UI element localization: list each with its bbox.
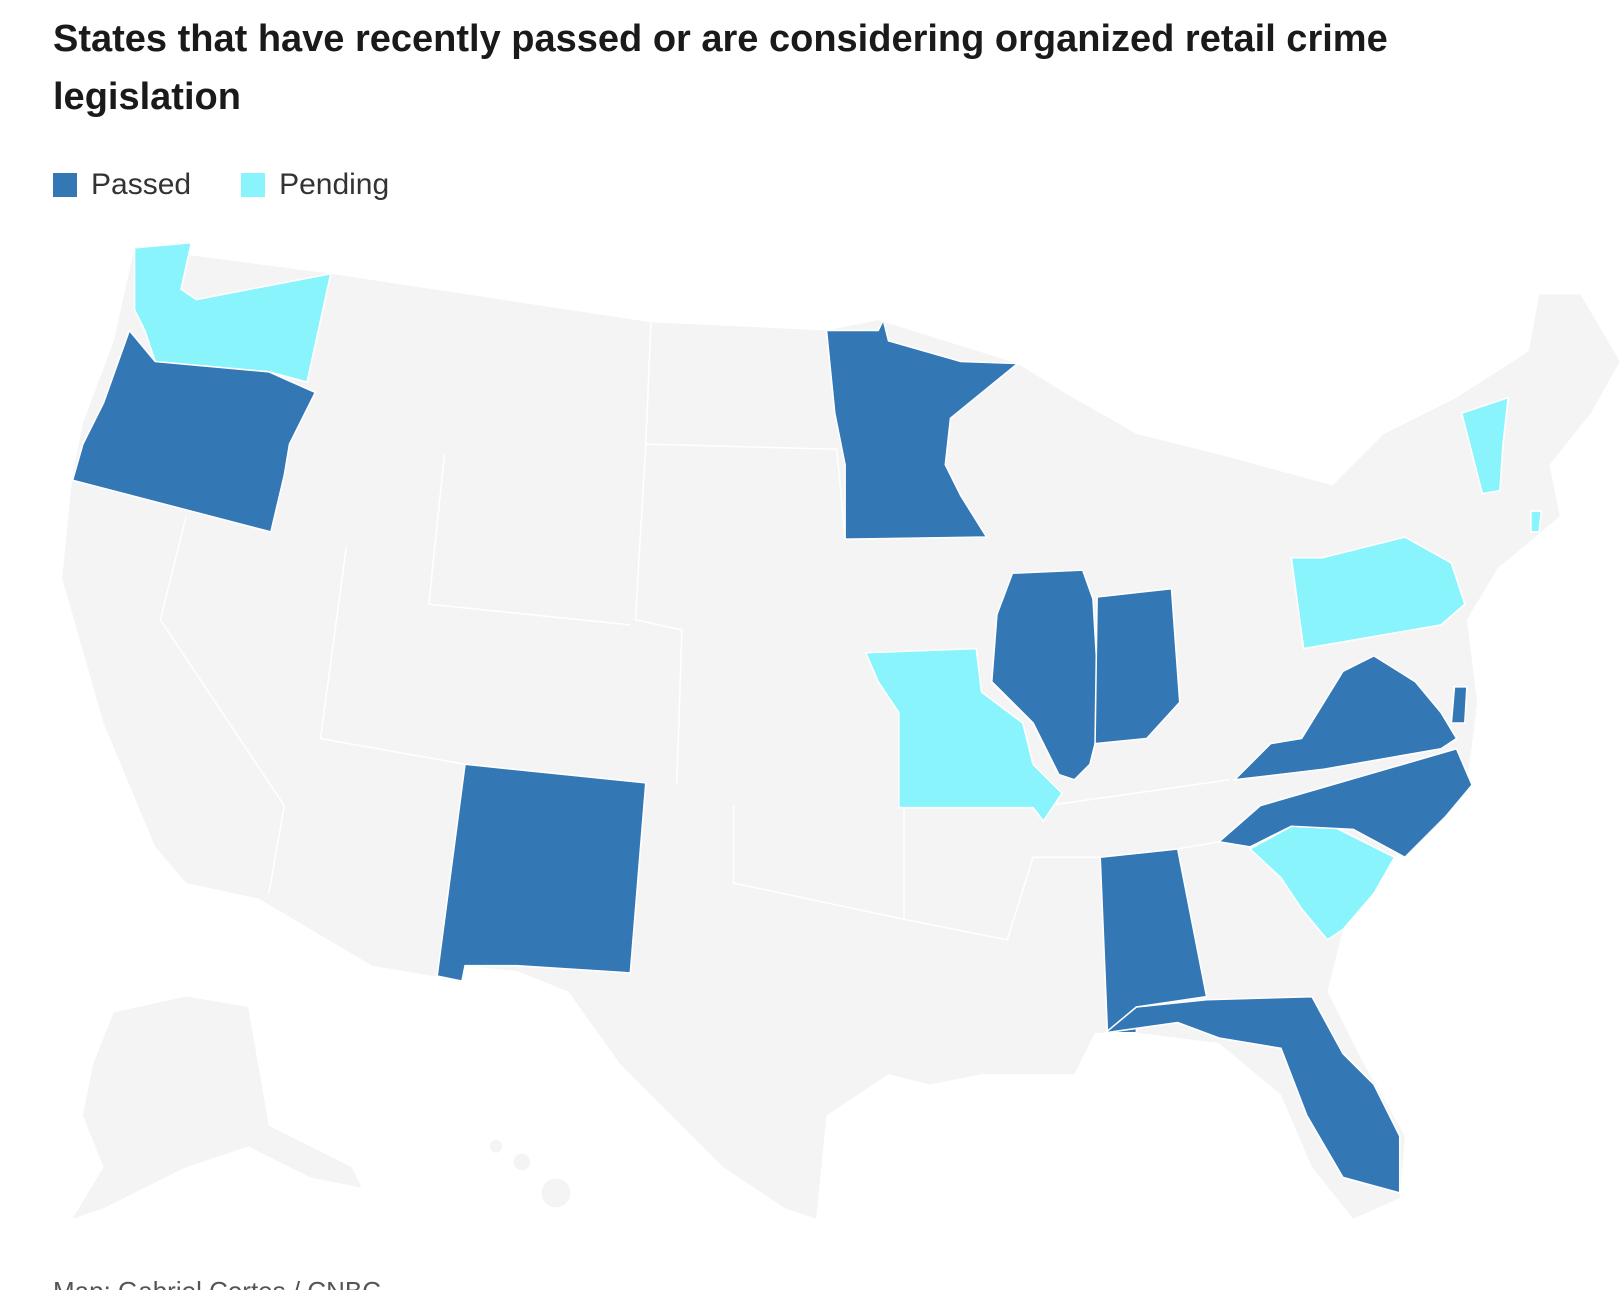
contiguous-us: [62, 247, 1620, 1219]
state: [1460, 396, 1510, 495]
state: [436, 763, 647, 983]
border: [319, 547, 466, 766]
chart-title: States that have recently passed or are …: [53, 18, 1388, 118]
alaska: [72, 996, 362, 1219]
states: [71, 241, 1543, 1194]
land: [62, 247, 1620, 1219]
state: [1530, 510, 1543, 533]
state: [825, 317, 1020, 540]
state-borders: [159, 322, 1230, 941]
border: [1032, 779, 1230, 809]
legend-item: Passed: [53, 168, 191, 202]
state: [1217, 747, 1473, 859]
state: [1290, 536, 1466, 650]
state: [990, 569, 1102, 781]
border: [903, 856, 1101, 941]
state: [71, 328, 317, 533]
state: [1450, 686, 1468, 724]
border: [645, 443, 846, 540]
border: [634, 322, 683, 785]
legend-item: Pending: [241, 168, 389, 202]
state: [1232, 654, 1458, 781]
state: [864, 647, 1064, 823]
hawaii: [513, 1153, 531, 1171]
border: [428, 454, 631, 626]
legend-label: Pending: [279, 168, 390, 201]
source: Map: Gabriel Cortes / CNBC: [53, 1276, 381, 1290]
border: [159, 516, 286, 894]
legend-swatch: [241, 173, 266, 197]
legend: Passed Pending: [53, 168, 389, 202]
legend-label: Passed: [91, 168, 192, 201]
hawaii: [489, 1140, 503, 1153]
border: [1177, 840, 1220, 850]
state: [133, 241, 332, 384]
state: [1094, 587, 1181, 745]
state: [1102, 995, 1401, 1194]
hawaii: [541, 1178, 571, 1208]
border: [732, 805, 905, 921]
legend-swatch: [53, 173, 77, 197]
